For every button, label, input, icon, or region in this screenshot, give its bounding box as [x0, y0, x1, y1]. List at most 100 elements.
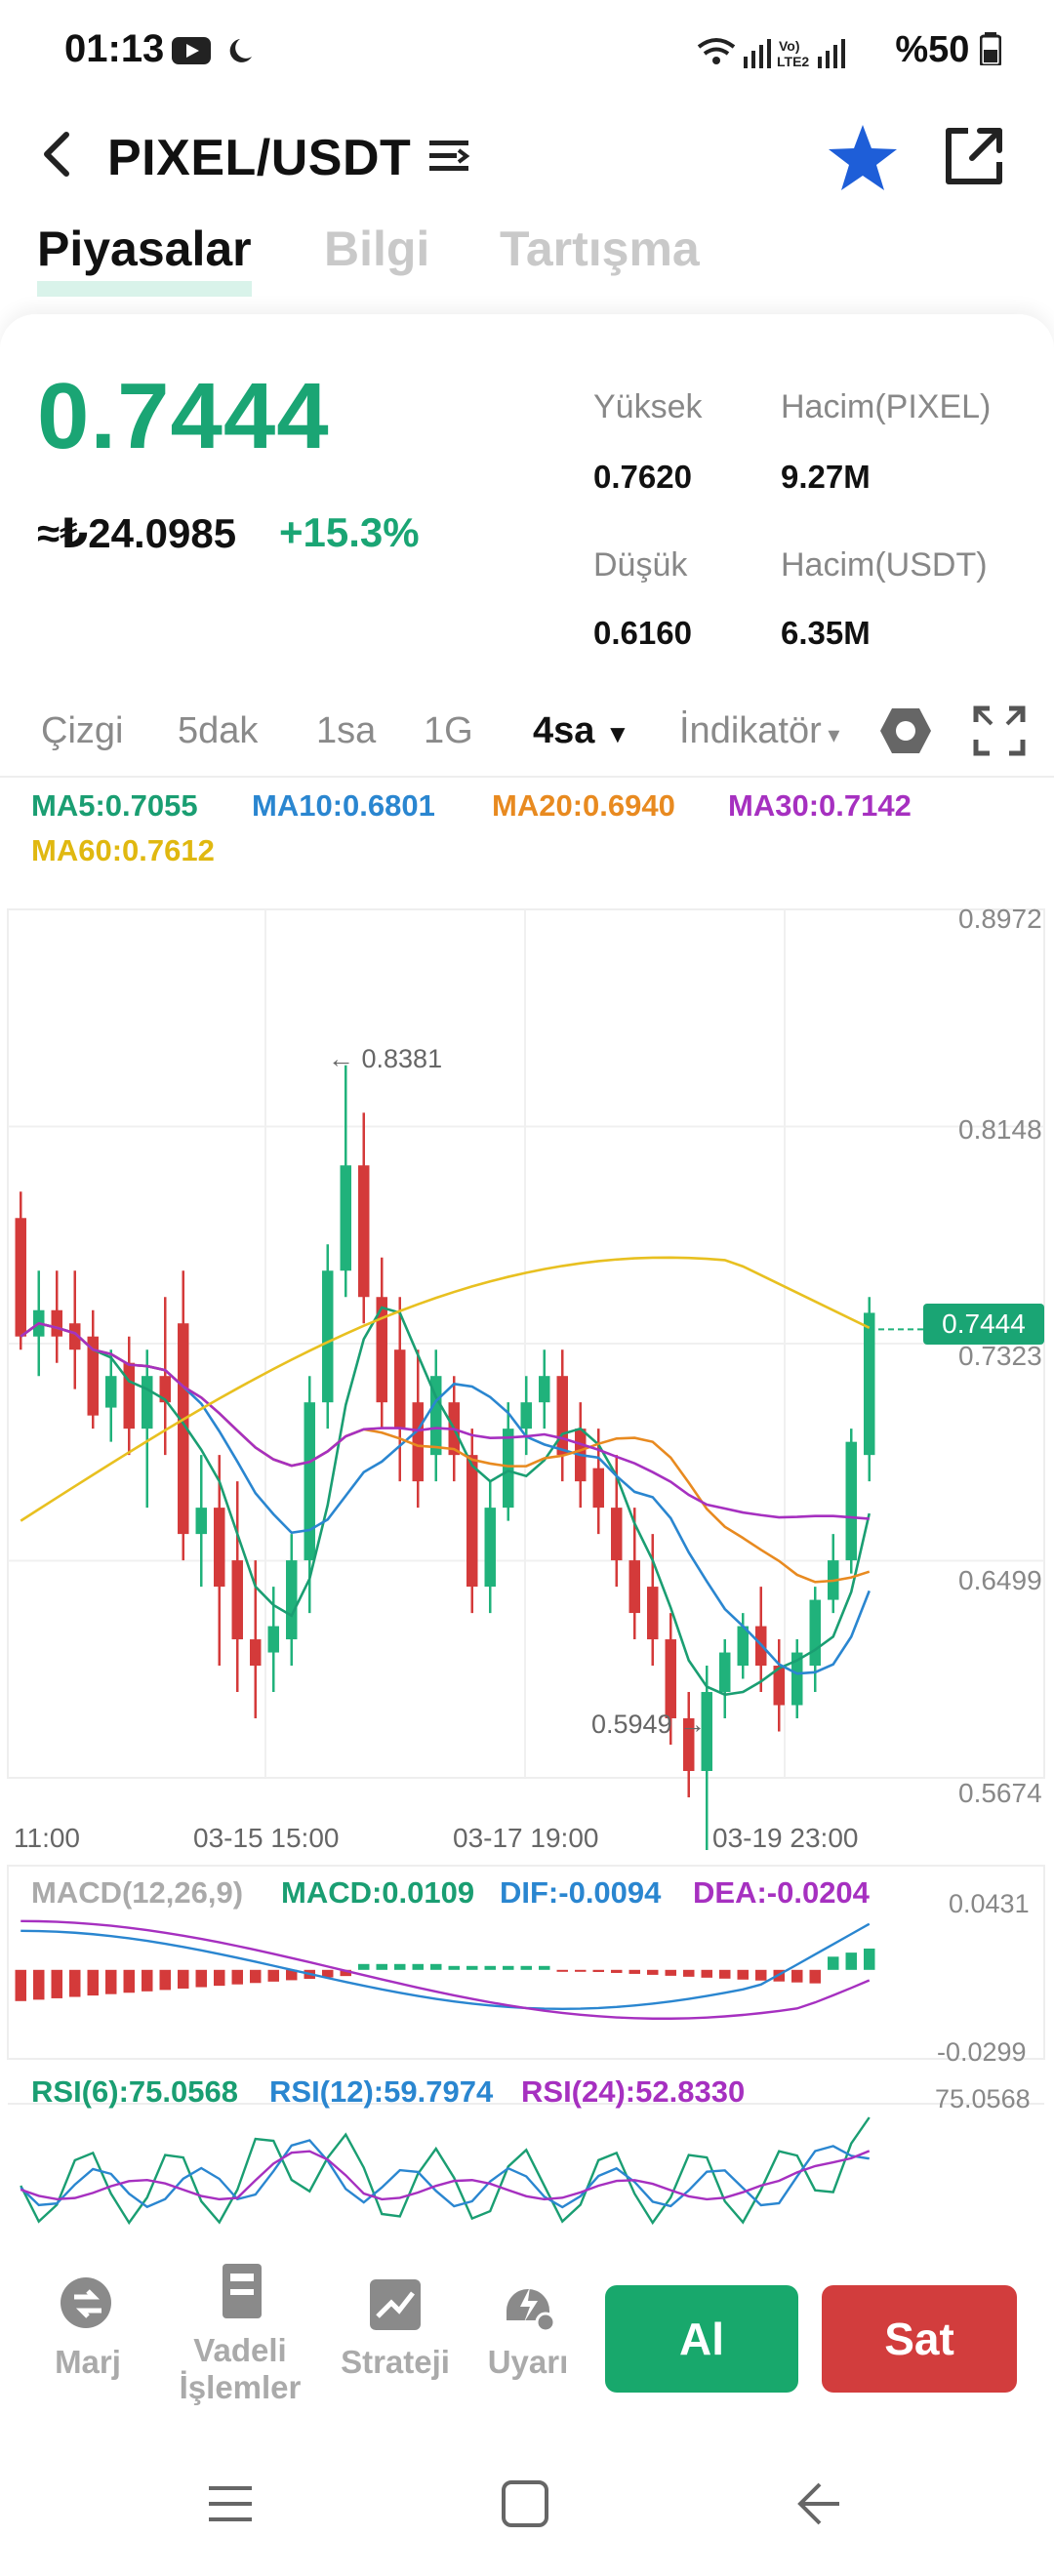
macd-bar [33, 1969, 45, 2000]
strategy-icon [370, 2279, 421, 2330]
rsi6-value: RSI(6):75.0568 [31, 2074, 238, 2109]
futures-nav[interactable]: Vadeli İşlemler [172, 2260, 308, 2406]
recent-apps-icon[interactable] [205, 2478, 256, 2529]
candle-body [87, 1336, 99, 1416]
ma30-line [20, 1321, 870, 1520]
macd-value: MACD:0.0109 [281, 1875, 475, 1910]
macd-bar [864, 1948, 875, 1970]
market-card [0, 314, 1054, 2266]
menu-lines-icon[interactable] [429, 137, 472, 176]
x-tick-1: 03-15 15:00 [193, 1823, 340, 1853]
candle-body [51, 1309, 62, 1337]
moon-icon [229, 39, 252, 62]
interval-line[interactable]: Çizgi [41, 710, 124, 751]
candle-body [250, 1639, 262, 1667]
ma60-line [20, 1256, 871, 1522]
status-media-icons [172, 33, 260, 76]
price-try: ≈₺24.0985 [37, 510, 237, 556]
candle-body [142, 1376, 153, 1429]
dea-line [20, 1919, 871, 2020]
candle-body [466, 1455, 478, 1588]
tab-piyasalar[interactable]: Piyasalar [37, 221, 252, 276]
candle-body [845, 1441, 857, 1561]
ma60-legend: MA60:0.7612 [31, 833, 215, 867]
youtube-icon [172, 37, 252, 64]
macd-bar [250, 1969, 262, 1984]
star-icon[interactable] [826, 121, 900, 195]
macd-bar [214, 1969, 225, 1987]
interval-4h[interactable]: 4sa ▼ [533, 710, 630, 752]
alert-nav[interactable]: Uyarı [474, 2274, 582, 2381]
settings-hex-icon[interactable] [878, 704, 933, 757]
x-tick-2: 03-17 19:00 [453, 1823, 599, 1853]
tab-tartisma[interactable]: Tartışma [500, 221, 700, 276]
home-icon[interactable] [498, 2476, 552, 2531]
last-price-tag: 0.7444 [923, 1304, 1044, 1345]
indicator-button[interactable]: İndikatör ▾ [679, 710, 839, 752]
share-icon[interactable] [939, 121, 1009, 191]
y-tick-4: 0.5674 [958, 1778, 1042, 1808]
macd-bar [809, 1969, 821, 1984]
sell-button[interactable]: Sat [822, 2285, 1017, 2393]
candle-body [231, 1560, 243, 1640]
candle-body [539, 1376, 550, 1403]
candle-body [665, 1639, 676, 1719]
controls-divider [0, 776, 1054, 778]
alert-icon [507, 2287, 556, 2333]
macd-bar [575, 1969, 587, 1972]
macd-bar [87, 1969, 99, 1996]
interval-5m[interactable]: 5dak [178, 710, 259, 751]
candle-body [503, 1429, 514, 1509]
interval-1h[interactable]: 1sa [316, 710, 377, 751]
macd-bar [231, 1969, 243, 1985]
macd-bar [123, 1969, 135, 1993]
dif-line [20, 1922, 871, 2011]
dif-value: DIF:-0.0094 [500, 1875, 662, 1910]
candle-body [322, 1270, 334, 1403]
macd-bar [828, 1956, 839, 1970]
svg-text:Vo): Vo) [779, 38, 800, 54]
tab-bilgi[interactable]: Bilgi [324, 221, 430, 276]
low-label: Düşük [593, 546, 688, 584]
buy-button[interactable]: Al [605, 2285, 798, 2393]
ma5-line [20, 1306, 872, 1697]
battery-percent: %50 [895, 29, 970, 70]
candle-body [773, 1666, 785, 1706]
candle-body [701, 1692, 712, 1771]
candle-body [592, 1468, 604, 1509]
pair-title[interactable]: PIXEL/USDT [107, 130, 412, 186]
margin-icon [61, 2277, 111, 2328]
macd-bar [539, 1965, 550, 1970]
macd-bar [195, 1969, 207, 1988]
low-annotation: 0.5949 → [591, 1710, 707, 1739]
macd-bar [430, 1963, 442, 1970]
futures-label-1: Vadeli [193, 2332, 287, 2368]
candle-body [520, 1402, 532, 1429]
status-bar: 01:13 Vo) LTE2 %50 [0, 0, 1054, 107]
tab-bar: Piyasalar Bilgi Tartışma [0, 221, 1054, 299]
candle-body [376, 1297, 387, 1403]
chevron-down-icon: ▾ [821, 722, 840, 748]
kline-chart[interactable] [0, 898, 1054, 2248]
macd-bar [611, 1969, 623, 1973]
fullscreen-icon[interactable] [972, 704, 1027, 757]
strategy-nav[interactable]: Strateji [332, 2274, 459, 2381]
back-icon[interactable] [792, 2478, 843, 2529]
macd-bar [448, 1965, 460, 1970]
candle-body [611, 1508, 623, 1561]
back-arrow-icon[interactable] [29, 125, 88, 183]
macd-bar [791, 1969, 803, 1983]
margin-nav[interactable]: Marj [39, 2274, 137, 2381]
interval-1d[interactable]: 1G [424, 710, 473, 751]
macd-bar [15, 1969, 26, 2001]
candle-body [286, 1560, 298, 1640]
candle-body [214, 1508, 225, 1588]
futures-label-2: İşlemler [179, 2369, 302, 2405]
candle-body [864, 1312, 875, 1456]
header: PIXEL/USDT [0, 107, 1054, 205]
vol-usdt-value: 6.35M [781, 615, 871, 651]
rsi24-line [20, 2150, 871, 2201]
macd-bar [142, 1969, 153, 1992]
macd-bar [69, 1969, 81, 1997]
y-tick-2: 0.7323 [958, 1341, 1042, 1371]
